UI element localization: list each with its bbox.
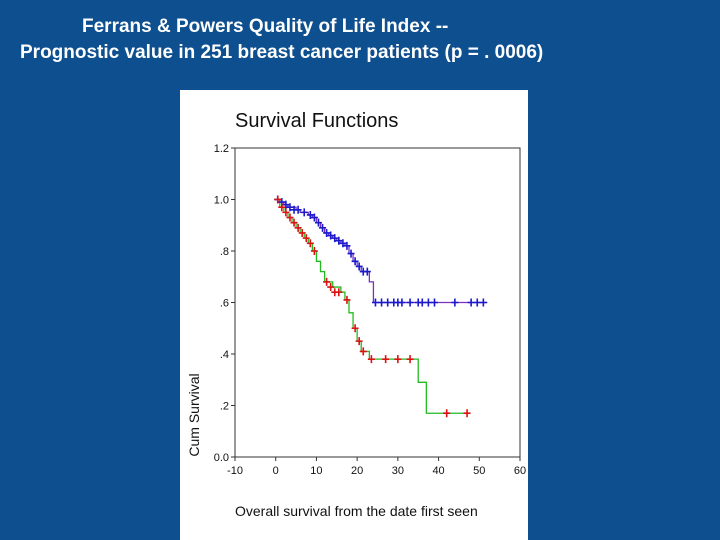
censor-mark-series-2 [286,213,294,222]
y-tick-label: 1.2 [214,143,229,155]
x-tick-label: 50 [473,465,485,477]
censor-mark-series-1 [319,223,327,232]
series-line-2 [275,198,468,414]
x-tick-label: 30 [392,465,404,477]
censor-mark-series-1 [339,239,347,248]
y-tick-label: .4 [220,349,229,361]
censor-mark-series-2 [406,355,414,364]
censor-mark-series-2 [294,223,302,232]
slide-title: Ferrans & Powers Quality of Life Index -… [0,14,720,66]
censor-mark-series-1 [371,298,379,307]
censor-mark-series-2 [359,347,367,356]
censor-mark-series-2 [367,355,375,364]
censor-mark-series-1 [294,205,302,214]
y-axis-label: Cum Survival [186,373,202,456]
censor-mark-series-1 [479,298,487,307]
censor-mark-series-1 [347,249,355,258]
series-lines [275,198,488,414]
censor-mark-series-1 [424,298,432,307]
x-tick-label: 10 [310,465,322,477]
x-axis-label: Overall survival from the date first see… [235,503,478,519]
censor-mark-series-2 [463,409,471,418]
censor-mark-series-1 [467,298,475,307]
censor-mark-series-1 [331,234,339,243]
censor-mark-series-2 [335,288,343,297]
censor-mark-series-1 [351,257,359,266]
x-tick-label: 0 [273,465,279,477]
censor-mark-series-2 [351,324,359,333]
censor-mark-series-1 [384,298,392,307]
censor-mark-series-1 [418,298,426,307]
censor-mark-series-1 [306,210,314,219]
censor-mark-series-1 [431,298,438,307]
censor-mark-series-2 [298,228,306,237]
censor-mark-series-1 [363,267,371,276]
censor-mark-series-2 [327,283,335,292]
censor-mark-series-1 [355,262,363,271]
y-tick-label: .2 [220,401,229,413]
censor-mark-series-1 [310,213,318,222]
y-axis-ticks: 0.0 .2 .4 .6 .8 1.0 1.2 [214,143,235,464]
slide-title-line-1: Ferrans & Powers Quality of Life Index -… [82,16,449,37]
chart-panel: Survival Functions 0.0 .2 .4 .6 .8 1.0 1.2 -10… [180,90,528,540]
censor-marks [274,195,487,418]
x-tick-label: 40 [432,465,444,477]
y-tick-label: .6 [220,298,229,310]
censor-mark-series-1 [406,298,414,307]
censor-mark-series-2 [274,195,282,204]
censor-mark-series-2 [443,409,451,418]
x-tick-label: 20 [351,465,363,477]
censor-mark-series-2 [282,208,290,217]
slide-title-line-2: Prognostic value in 251 breast cancer pa… [20,42,544,63]
censor-mark-series-1 [398,298,406,307]
chart-title: Survival Functions [235,110,398,132]
censor-mark-series-2 [323,277,331,286]
censor-mark-series-1 [286,203,294,212]
censor-mark-series-2 [278,203,286,212]
censor-mark-series-1 [343,241,351,250]
censor-mark-series-2 [355,337,363,346]
censor-mark-series-2 [382,355,390,364]
censor-mark-series-1 [378,298,386,307]
survival-chart: Survival Functions 0.0 .2 .4 .6 .8 1.0 1.2 -10… [186,110,526,519]
censor-mark-series-1 [335,236,343,245]
censor-mark-series-2 [343,295,351,304]
y-tick-label: 1.0 [214,195,229,207]
censor-mark-series-2 [310,247,318,255]
x-tick-label: -10 [227,465,243,477]
censor-mark-series-1 [323,228,331,237]
censor-mark-series-1 [327,231,335,240]
series-line-1 [275,198,488,304]
censor-mark-series-1 [314,218,322,227]
x-tick-label: 60 [514,465,526,477]
censor-mark-series-1 [282,200,290,209]
censor-mark-series-2 [394,355,402,364]
censor-mark-series-2 [290,218,298,227]
censor-mark-series-2 [306,239,314,248]
y-tick-label: 0.0 [214,452,229,464]
x-axis-ticks: -10 0 10 20 30 40 50 60 [227,457,526,477]
censor-mark-series-1 [300,208,308,217]
censor-mark-series-1 [451,298,459,307]
censor-mark-series-2 [302,234,310,243]
y-tick-label: .8 [220,246,229,258]
censor-mark-series-1 [473,298,481,307]
